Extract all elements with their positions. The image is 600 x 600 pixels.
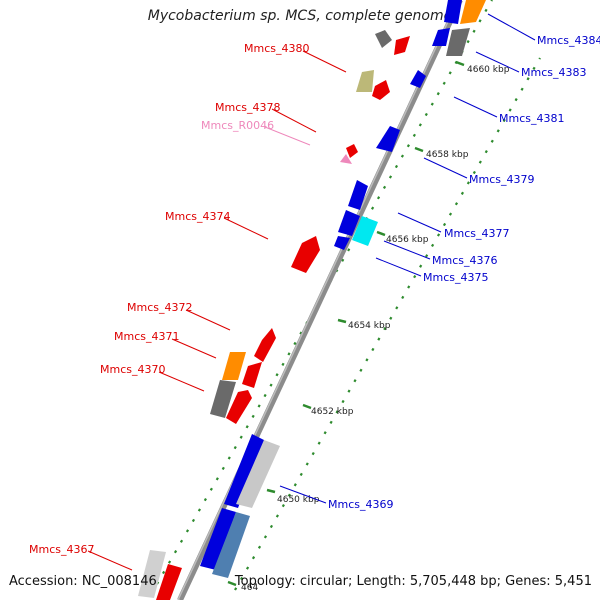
- leader-line: [158, 371, 205, 392]
- tick-mark: [227, 580, 237, 587]
- gene-glyph[interactable]: [432, 28, 450, 46]
- gene-glyph[interactable]: [226, 390, 252, 424]
- gene-glyph[interactable]: [156, 564, 182, 600]
- tick-label: 4656 kbp: [386, 235, 429, 245]
- gene-label[interactable]: Mmcs_4377: [444, 227, 509, 240]
- gene-glyph[interactable]: [460, 0, 486, 24]
- gene-glyph[interactable]: [444, 0, 462, 24]
- gene-label[interactable]: Mmcs_4379: [469, 173, 534, 186]
- gene-glyph[interactable]: [242, 362, 262, 388]
- tick-label: 4650 kbp: [277, 495, 320, 505]
- tick-mark: [455, 60, 465, 67]
- accession-info: Accession: NC_008146: [9, 574, 157, 589]
- gene-glyph[interactable]: [200, 508, 236, 570]
- gene-glyph[interactable]: [224, 434, 264, 508]
- leader-line: [453, 96, 498, 118]
- leader-line: [397, 212, 442, 233]
- gene-glyph[interactable]: [372, 80, 390, 100]
- gene-label[interactable]: Mmcs_4375: [423, 271, 488, 284]
- gene-glyph[interactable]: [375, 30, 392, 48]
- leader-line: [271, 108, 317, 133]
- gene-label[interactable]: Mmcs_4371: [114, 330, 179, 343]
- gene-label[interactable]: Mmcs_4378: [215, 101, 280, 114]
- gene-label[interactable]: Mmcs_4370: [100, 363, 165, 376]
- left-gene-labels: Mmcs_4380 Mmcs_4378 Mmcs_R0046 Mmcs_4374…: [29, 42, 347, 571]
- gene-glyph[interactable]: [338, 210, 360, 236]
- leader-line: [302, 50, 347, 73]
- leader-line: [475, 51, 520, 73]
- leader-line: [279, 485, 327, 504]
- gene-label[interactable]: Mmcs_4374: [165, 210, 230, 223]
- leader-line: [264, 126, 311, 146]
- gene-glyph[interactable]: [356, 70, 374, 92]
- gene-label[interactable]: Mmcs_4381: [499, 112, 564, 125]
- gene-glyph[interactable]: [138, 550, 166, 598]
- leader-line: [171, 338, 217, 359]
- tick-label-partial: 464: [241, 583, 258, 593]
- leader-line: [487, 13, 536, 41]
- gene-glyph[interactable]: [410, 70, 426, 88]
- tick-mark: [414, 146, 424, 153]
- right-gene-labels: Mmcs_4384 Mmcs_4383 Mmcs_4381 Mmcs_4379 …: [279, 13, 600, 511]
- gene-glyph[interactable]: [376, 126, 400, 152]
- gene-label[interactable]: Mmcs_4367: [29, 543, 94, 556]
- major-ticks: [227, 60, 465, 587]
- tick-label: 4660 kbp: [467, 65, 510, 75]
- tick-mark: [337, 318, 347, 324]
- gene-glyph[interactable]: [254, 328, 276, 362]
- gene-label[interactable]: Mmcs_4376: [432, 254, 497, 267]
- gene-glyph[interactable]: [212, 512, 250, 578]
- tick-mark: [376, 230, 386, 237]
- gene-glyph[interactable]: [291, 236, 320, 273]
- gene-glyph[interactable]: [222, 352, 246, 380]
- gene-label[interactable]: Mmcs_R0046: [201, 119, 274, 132]
- leader-line: [423, 157, 468, 179]
- tick-mark: [302, 403, 312, 410]
- leader-line: [383, 240, 431, 260]
- gene-glyph[interactable]: [334, 236, 350, 250]
- gene-label[interactable]: Mmcs_4383: [521, 66, 586, 79]
- leader-line: [185, 309, 231, 331]
- leader-line: [223, 217, 269, 240]
- gene-label[interactable]: Mmcs_4384: [537, 34, 600, 47]
- gene-glyph[interactable]: [394, 36, 410, 55]
- genome-title: Mycobacterium sp. MCS, complete genome: [147, 8, 453, 24]
- gene-label[interactable]: Mmcs_4380: [244, 42, 309, 55]
- gene-glyph[interactable]: [346, 144, 358, 158]
- gene-glyph[interactable]: [340, 154, 352, 164]
- genome-backbone-highlight: [177, 0, 459, 600]
- gene-glyph[interactable]: [352, 216, 378, 246]
- tick-label: 4654 kbp: [348, 321, 391, 331]
- tick-label: 4658 kbp: [426, 150, 469, 160]
- leader-line: [87, 550, 133, 571]
- genome-summary: Topology: circular; Length: 5,705,448 bp…: [234, 574, 592, 589]
- gene-label[interactable]: Mmcs_4372: [127, 301, 192, 314]
- gene-glyph[interactable]: [210, 380, 236, 418]
- tick-label: 4652 kbp: [311, 407, 354, 417]
- gene-glyph[interactable]: [236, 440, 280, 508]
- tick-mark: [266, 488, 276, 494]
- forward-strand-genes: [212, 0, 486, 578]
- gene-label[interactable]: Mmcs_4369: [328, 498, 393, 511]
- gene-glyph[interactable]: [348, 180, 368, 210]
- leader-line: [375, 257, 422, 277]
- reverse-strand-genes: [138, 30, 410, 600]
- gene-glyph[interactable]: [446, 28, 470, 56]
